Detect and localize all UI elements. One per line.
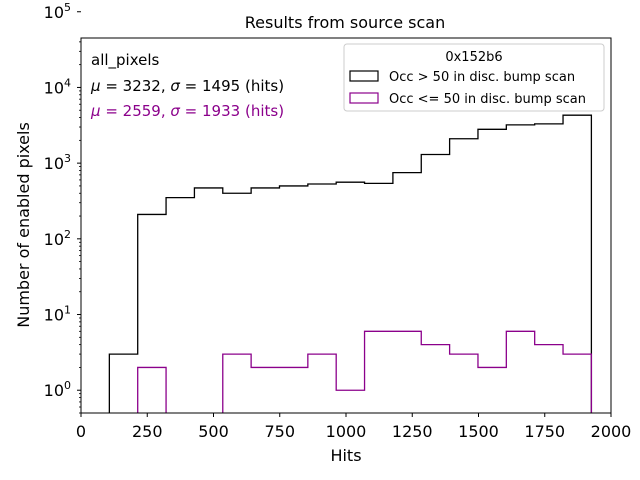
legend-title: 0x152b6 bbox=[445, 50, 502, 65]
annotation-label: all_pixels bbox=[91, 51, 160, 70]
x-tick-label: 1250 bbox=[392, 422, 433, 441]
y-tick-label: 101 bbox=[44, 304, 71, 325]
legend-swatch-occ-gt-50 bbox=[349, 70, 379, 82]
x-axis: 0 250 500 750 1000 1250 1500 1750 2000 bbox=[76, 413, 631, 441]
x-tick-label: 1500 bbox=[458, 422, 499, 441]
series-layer bbox=[108, 114, 593, 413]
chart-title: Results from source scan bbox=[245, 13, 445, 32]
y-tick-label: 103 bbox=[44, 152, 71, 173]
x-tick-label: 0 bbox=[76, 422, 86, 441]
series-line-occ-gt-50 bbox=[108, 114, 593, 413]
y-tick-label: 100 bbox=[44, 379, 71, 400]
stats-2-unit: (hits) bbox=[245, 102, 284, 120]
stats-line-2: μ = 2559, σ = 1933 (hits) bbox=[90, 102, 284, 120]
y-axis-label: Number of enabled pixels bbox=[14, 122, 33, 328]
stats-1-sigma: 1495 bbox=[202, 77, 240, 95]
legend: 0x152b6 Occ > 50 in disc. bump scan Occ … bbox=[343, 43, 605, 112]
legend-label-occ-le-50: Occ <= 50 in disc. bump scan bbox=[389, 92, 586, 107]
y-tick-label: 102 bbox=[44, 228, 71, 249]
y-axis: 100 101 102 103 104 105 bbox=[44, 1, 81, 414]
y-tick-label: 104 bbox=[44, 76, 71, 97]
legend-box bbox=[343, 43, 605, 112]
x-tick-label: 750 bbox=[264, 422, 295, 441]
stats-1-unit: (hits) bbox=[245, 77, 284, 95]
x-axis-label: Hits bbox=[330, 446, 361, 465]
series-line-occ-le-50 bbox=[137, 330, 593, 413]
stats-2-mu: 2559 bbox=[123, 102, 161, 120]
legend-swatch-occ-le-50 bbox=[349, 92, 379, 104]
x-tick-label: 1000 bbox=[326, 422, 367, 441]
legend-label-occ-gt-50: Occ > 50 in disc. bump scan bbox=[389, 70, 575, 85]
stats-line-1: μ = 3232, σ = 1495 (hits) bbox=[90, 77, 284, 95]
x-tick-label: 250 bbox=[132, 422, 163, 441]
x-tick-label: 2000 bbox=[591, 422, 632, 441]
x-tick-label: 500 bbox=[198, 422, 229, 441]
y-tick-label: 105 bbox=[44, 1, 71, 22]
stats-2-sigma: 1933 bbox=[202, 102, 240, 120]
stats-1-mu: 3232 bbox=[123, 77, 161, 95]
x-tick-label: 1750 bbox=[524, 422, 565, 441]
